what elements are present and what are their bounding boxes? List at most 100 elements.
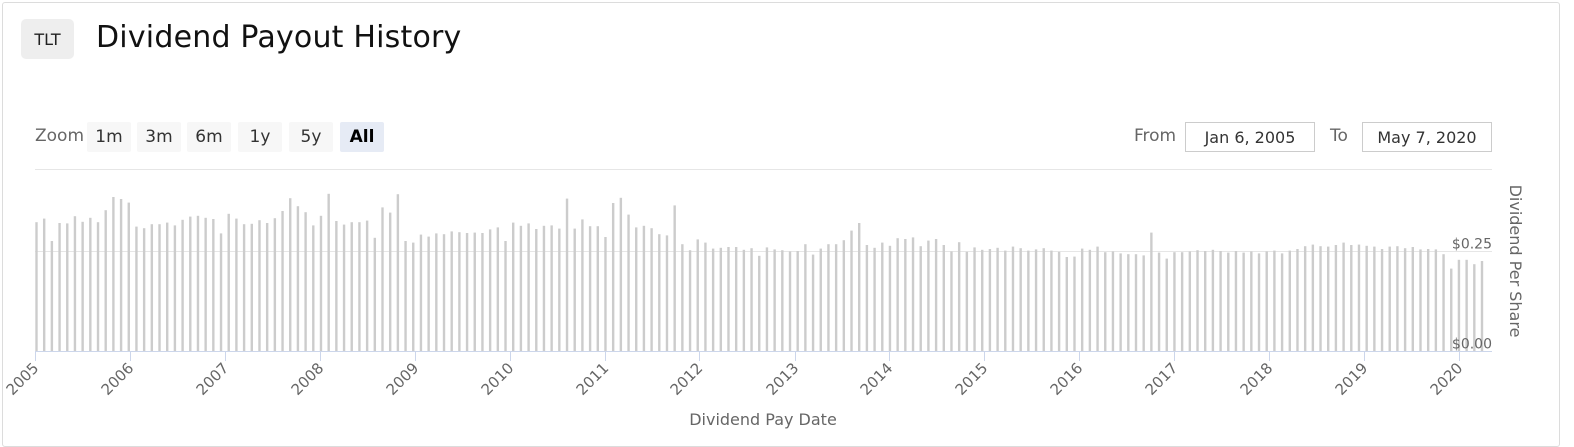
dividend-bar — [842, 240, 846, 351]
dividend-bar — [1380, 249, 1384, 351]
dividend-bar — [50, 241, 54, 351]
dividend-bar — [166, 222, 169, 351]
dividend-bar — [1342, 242, 1345, 351]
dividend-bar — [127, 202, 130, 351]
dividend-bar — [681, 244, 684, 351]
dividend-bar — [550, 225, 553, 351]
dividend-bar — [981, 249, 984, 351]
ticker-symbol: TLT — [34, 29, 61, 49]
dividend-bar — [1096, 246, 1099, 351]
dividend-bar — [381, 207, 384, 351]
dividend-bar — [796, 251, 799, 351]
x-axis: 2005 2006 2007 2008 2009 2010 2011 2012 2013 2014… — [3, 351, 1492, 399]
dividend-bar — [773, 249, 776, 351]
from-date-input[interactable]: Jan 6, 2005 — [1185, 122, 1315, 152]
dividend-bar — [289, 198, 292, 351]
dividend-bar — [519, 225, 523, 351]
x-tick-label: 2019 — [1332, 359, 1372, 399]
dividend-bar — [673, 205, 676, 351]
dividend-bar — [358, 222, 361, 351]
dividend-bar — [1042, 248, 1045, 351]
dividend-bar — [81, 221, 84, 351]
from-label: From — [1134, 126, 1177, 146]
x-tick-label: 2017 — [1142, 359, 1182, 399]
dividend-bar — [150, 224, 154, 351]
dividend-bar — [1180, 252, 1184, 351]
dividend-bar — [1311, 244, 1315, 351]
dividend-bar — [158, 224, 161, 351]
dividend-bar — [911, 237, 915, 351]
dividend-bar — [1388, 246, 1391, 351]
x-tick-label: 2014 — [857, 359, 897, 399]
x-tick-label: 2006 — [98, 359, 138, 399]
zoom-5y-button[interactable]: 5y — [289, 122, 333, 152]
dividend-bar — [1134, 254, 1138, 351]
dividend-bar — [496, 227, 500, 351]
dividend-bar — [742, 249, 746, 351]
dividend-bar — [1257, 253, 1261, 351]
zoom-1y-button[interactable]: 1y — [238, 122, 282, 152]
x-tick-label: 2005 — [3, 359, 43, 399]
dividend-bar — [688, 250, 692, 351]
dividend-bar — [342, 224, 346, 351]
x-tick-label: 2007 — [193, 359, 233, 399]
dividend-bar — [189, 216, 192, 351]
dividend-bar — [1419, 249, 1422, 351]
x-tick-label: 2020 — [1427, 359, 1467, 399]
dividend-bar — [804, 244, 807, 351]
dividend-bar — [435, 233, 438, 351]
dividend-bar — [258, 220, 261, 351]
dividend-bar — [396, 194, 400, 351]
zoom-1m-button[interactable]: 1m — [87, 122, 131, 152]
dividend-bar — [104, 210, 107, 351]
dividend-bar — [1188, 251, 1192, 351]
zoom-all-button[interactable]: All — [340, 122, 384, 152]
dividend-bar — [119, 199, 123, 351]
dividend-bar — [919, 246, 922, 351]
dividend-bar — [965, 251, 969, 351]
dividend-bar — [388, 212, 392, 351]
dividend-bar — [865, 245, 869, 351]
dividend-bar — [1403, 248, 1407, 351]
dividend-bar — [565, 198, 569, 351]
y-tick-label: $0.25 — [1452, 237, 1492, 253]
dividend-bar — [1480, 261, 1484, 351]
to-label: To — [1330, 126, 1348, 146]
ticker-badge: TLT — [21, 19, 74, 59]
dividend-bar — [1157, 252, 1161, 351]
dividend-bar — [319, 215, 323, 351]
dividend-bar — [811, 254, 815, 351]
dividend-bar — [1288, 250, 1291, 351]
dividend-bar — [404, 241, 407, 351]
dividend-bar — [1127, 254, 1130, 351]
dividend-bar — [1357, 244, 1361, 351]
dividend-bar — [1450, 268, 1453, 351]
dividend-bar — [1457, 259, 1461, 351]
dividend-bar — [658, 234, 661, 351]
dividend-bar — [273, 218, 277, 351]
dividend-bar — [504, 241, 507, 351]
x-tick-label: 2008 — [288, 359, 328, 399]
dividend-bar — [1396, 246, 1399, 351]
dividend-bar — [1019, 248, 1022, 351]
zoom-3m-button[interactable]: 3m — [137, 122, 181, 152]
dividend-bar — [1319, 246, 1322, 351]
dividend-bar — [35, 222, 38, 351]
y-axis-title: Dividend Per Share — [1506, 185, 1525, 338]
dividend-bar — [1011, 246, 1015, 351]
to-date-input[interactable]: May 7, 2020 — [1362, 122, 1492, 152]
dividend-bar — [1242, 252, 1245, 351]
dividend-bar — [89, 217, 92, 351]
y-tick-label: $0.00 — [1452, 337, 1492, 353]
dividend-bar — [242, 224, 246, 351]
dividend-bar — [1411, 247, 1414, 351]
dividend-bar — [1050, 250, 1053, 351]
x-tick-label: 2018 — [1237, 359, 1277, 399]
dividend-bar — [996, 247, 999, 351]
dividend-bar — [973, 247, 976, 351]
dividend-bar — [627, 214, 630, 351]
dividend-bar — [1027, 250, 1030, 351]
zoom-6m-button[interactable]: 6m — [187, 122, 231, 152]
dividend-bar — [1334, 245, 1338, 351]
